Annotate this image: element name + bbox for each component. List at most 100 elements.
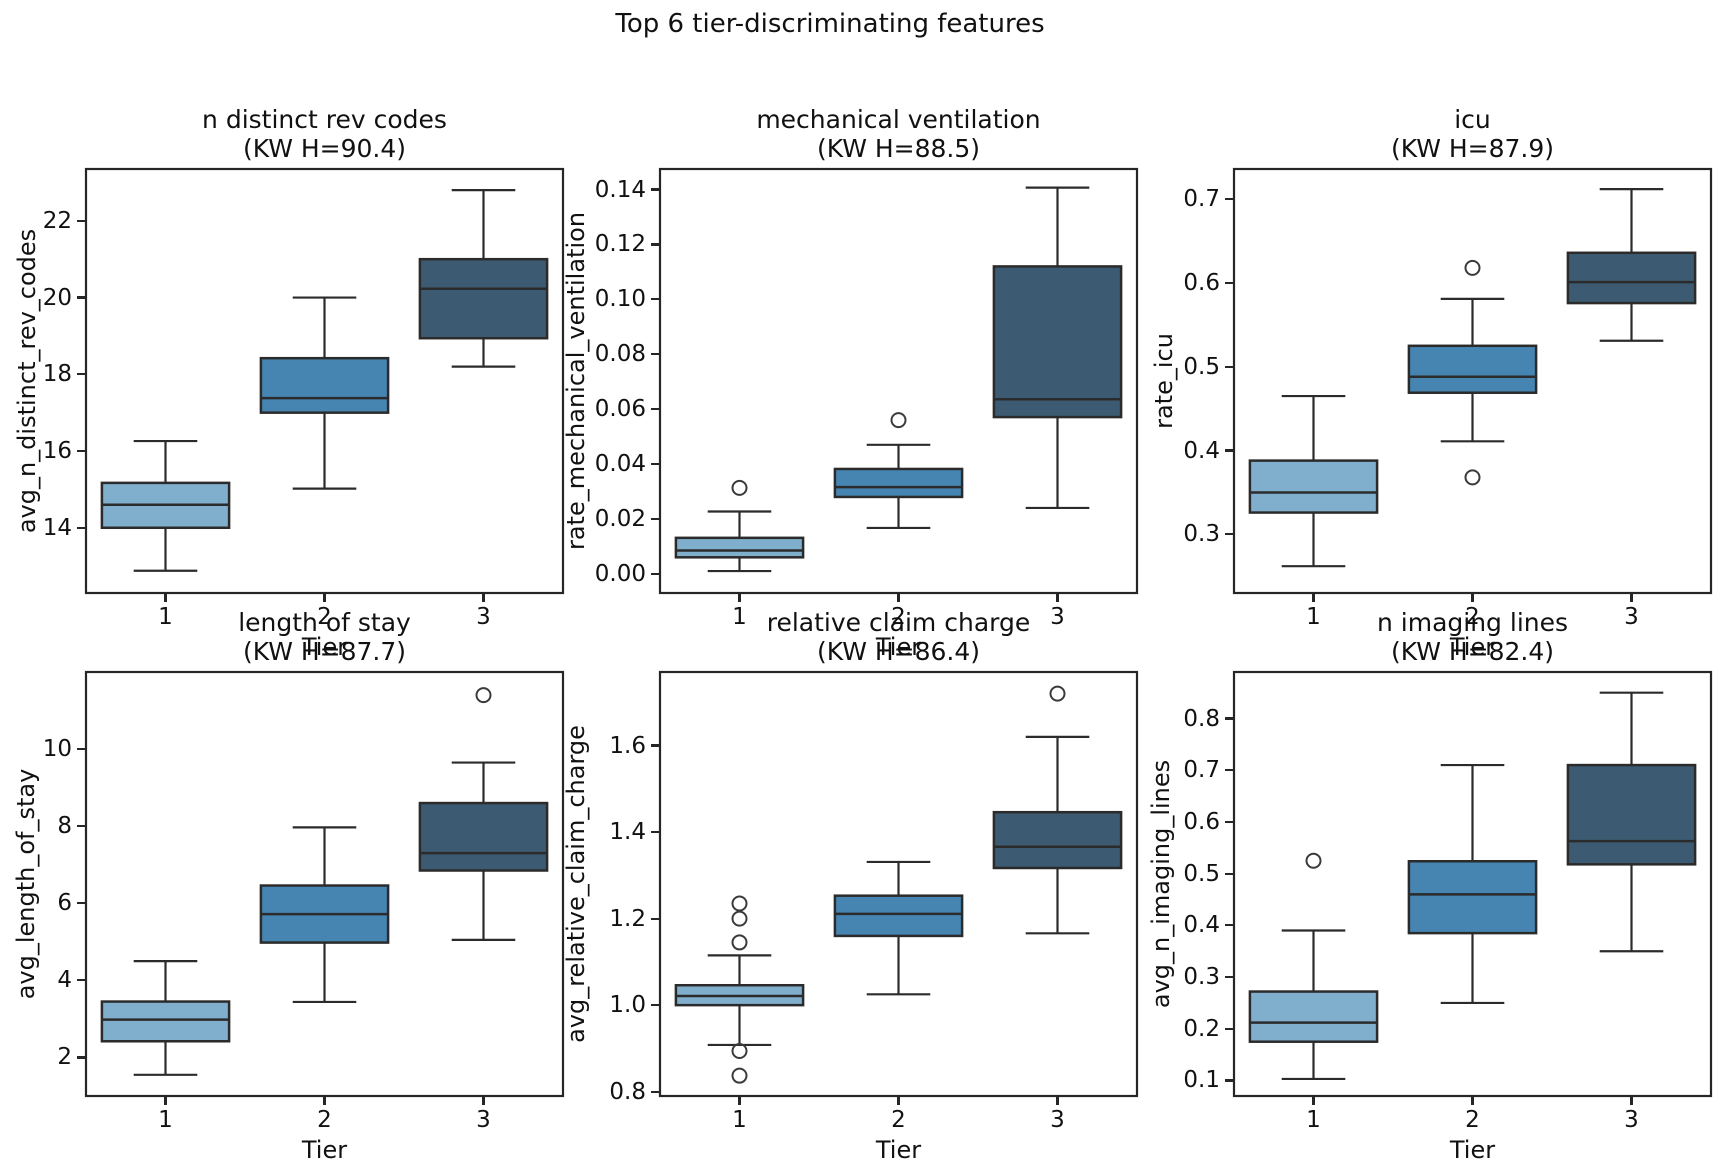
y-tick-label: 0.2 xyxy=(1183,1015,1220,1042)
x-tick-mark xyxy=(1630,1096,1633,1105)
y-tick-mark xyxy=(651,744,660,747)
subplot-kw-stat: (KW H=82.4) xyxy=(1390,637,1555,666)
y-tick-label: 0.12 xyxy=(594,231,646,258)
iqr-box xyxy=(1248,459,1379,514)
x-tick-label: 3 xyxy=(476,1107,491,1133)
outlier-point xyxy=(1464,259,1481,276)
y-tick-mark xyxy=(651,830,660,834)
subplot-kw-stat: (KW H=87.9) xyxy=(1390,134,1555,163)
y-tick-label: 2 xyxy=(57,1044,72,1071)
subplot-kw-stat: (KW H=86.4) xyxy=(816,637,981,666)
x-tick-mark xyxy=(164,593,167,602)
x-tick-label: 2 xyxy=(1465,604,1480,630)
y-tick-mark xyxy=(651,917,660,920)
outlier-point xyxy=(890,412,907,429)
subplot-kw-stat: (KW H=90.4) xyxy=(242,134,407,163)
x-tick-mark xyxy=(1471,1096,1474,1105)
y-tick-label: 0.5 xyxy=(1183,860,1220,887)
y-tick-mark xyxy=(1225,769,1234,772)
x-tick-label: 1 xyxy=(158,1107,173,1133)
x-tick-mark xyxy=(323,593,326,602)
box-tier-2 xyxy=(259,826,390,1004)
outlier-point xyxy=(1049,685,1066,702)
outlier-point xyxy=(1305,852,1322,869)
subplot-kw-stat: (KW H=87.7) xyxy=(242,637,407,666)
y-tick-mark xyxy=(651,243,660,246)
subplot-title: icu xyxy=(1454,105,1491,134)
y-tick-mark xyxy=(1225,281,1234,285)
y-tick-label: 0.00 xyxy=(594,560,646,587)
y-tick-label: 6 xyxy=(57,890,72,917)
plot-area xyxy=(658,167,1139,595)
y-tick-mark xyxy=(1225,975,1234,979)
y-tick-label: 0.3 xyxy=(1183,521,1220,548)
x-tick-mark xyxy=(1312,593,1315,602)
y-tick-label: 22 xyxy=(42,207,72,234)
iqr-box xyxy=(1407,344,1538,394)
x-tick-mark xyxy=(323,1096,326,1105)
figure-title: Top 6 tier-discriminating features xyxy=(615,9,1045,39)
y-tick-label: 0.5 xyxy=(1183,353,1220,380)
box-tier-2 xyxy=(833,412,964,530)
iqr-box xyxy=(259,356,390,414)
box-tier-1 xyxy=(100,439,231,572)
y-tick-mark xyxy=(77,219,86,222)
iqr-box xyxy=(1566,251,1697,305)
y-tick-mark xyxy=(77,979,86,982)
y-tick-mark xyxy=(1225,820,1234,824)
y-tick-mark xyxy=(77,747,86,751)
x-tick-mark xyxy=(482,1096,485,1105)
y-tick-mark xyxy=(77,1056,86,1059)
y-tick-label: 0.6 xyxy=(1183,269,1220,296)
plot-area xyxy=(1232,670,1713,1098)
iqr-box xyxy=(100,481,231,530)
outlier-point xyxy=(731,895,748,912)
x-tick-mark xyxy=(482,593,485,602)
y-axis-label: avg_relative_claim_charge xyxy=(562,725,590,1043)
subplot-title: relative claim charge xyxy=(766,608,1031,637)
box-tier-1 xyxy=(100,959,231,1076)
y-tick-label: 0.06 xyxy=(594,396,646,423)
outlier-point xyxy=(475,687,492,704)
x-tick-label: 1 xyxy=(732,1107,747,1133)
iqr-box xyxy=(259,884,390,944)
outlier-point xyxy=(731,1043,748,1060)
iqr-box xyxy=(100,1000,231,1043)
y-tick-label: 14 xyxy=(42,514,72,541)
iqr-box xyxy=(1407,859,1538,935)
x-axis-label: Tier xyxy=(301,633,348,661)
y-tick-label: 4 xyxy=(57,967,72,994)
y-tick-label: 18 xyxy=(42,361,72,388)
y-tick-mark xyxy=(1225,1079,1234,1082)
x-axis-label: Tier xyxy=(1449,633,1496,661)
y-tick-label: 1.0 xyxy=(609,992,646,1019)
x-tick-label: 3 xyxy=(476,604,491,630)
y-tick-label: 20 xyxy=(42,284,72,311)
outlier-point xyxy=(731,1067,748,1084)
y-axis-label: rate_mechanical_ventilation xyxy=(562,211,590,551)
x-tick-label: 3 xyxy=(1050,604,1065,630)
x-tick-label: 1 xyxy=(1306,604,1321,630)
y-tick-label: 0.10 xyxy=(594,286,646,313)
x-tick-label: 3 xyxy=(1624,1107,1639,1133)
y-tick-mark xyxy=(77,449,86,453)
x-axis-label: Tier xyxy=(1449,1136,1496,1164)
iqr-box xyxy=(833,894,964,938)
y-tick-label: 0.3 xyxy=(1183,964,1220,991)
x-tick-mark xyxy=(897,1096,900,1105)
y-tick-label: 0.4 xyxy=(1183,912,1220,939)
box-tier-2 xyxy=(833,860,964,996)
y-axis-label: avg_length_of_stay xyxy=(12,768,40,1000)
x-tick-mark xyxy=(1312,1096,1315,1105)
axes-frame xyxy=(84,670,565,1098)
x-tick-mark xyxy=(164,1096,167,1105)
y-tick-mark xyxy=(1225,198,1234,201)
iqr-box xyxy=(418,257,549,340)
y-tick-mark xyxy=(1225,717,1234,720)
box-tier-2 xyxy=(259,296,390,490)
y-tick-mark xyxy=(651,298,660,301)
box-tier-1 xyxy=(674,895,805,1084)
y-tick-mark xyxy=(1225,365,1234,368)
